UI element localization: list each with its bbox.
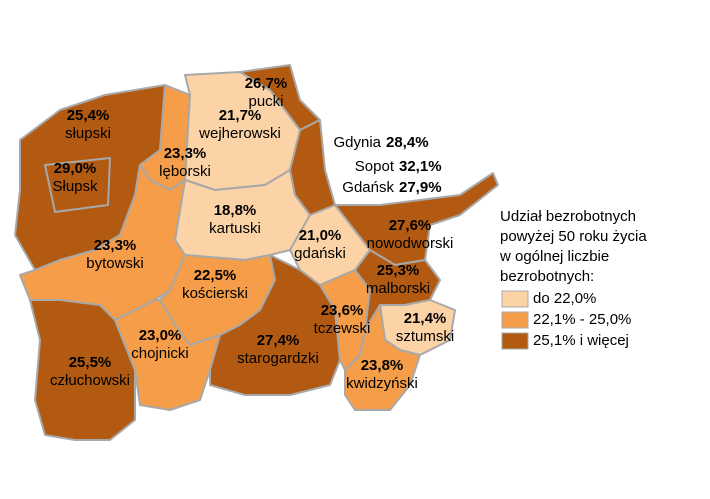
region-value: 25,3% (377, 262, 420, 279)
region-name: nowodworski (367, 235, 454, 252)
region-value: 23,3% (94, 237, 137, 254)
region-value: 22,5% (194, 267, 237, 284)
region-value: 29,0% (54, 160, 97, 177)
city-name: Gdynia (333, 134, 381, 151)
legend-label: do 22,0% (533, 290, 596, 307)
region-name: wejherowski (198, 125, 281, 142)
region-name: kwidzyński (346, 375, 418, 392)
region-value: 26,7% (245, 75, 288, 92)
region-value: 27,4% (257, 332, 300, 349)
region (44, 157, 111, 213)
legend-title: bezrobotnych: (500, 268, 594, 285)
region-name: pucki (248, 93, 283, 110)
region (29, 299, 136, 441)
region-value: 23,6% (321, 302, 364, 319)
region-value: 21,4% (404, 310, 447, 327)
region-name: starogardzki (237, 350, 319, 367)
city-name: Gdańsk (342, 179, 394, 196)
legend-swatch (501, 332, 529, 350)
city-value: 28,4% (386, 134, 429, 151)
region-value: 23,8% (361, 357, 404, 374)
legend-title: Udział bezrobotnych (500, 208, 636, 225)
region-name: sztumski (396, 328, 454, 345)
region-name: lęborski (159, 163, 211, 180)
region-name: Słupsk (52, 178, 98, 195)
region-value: 25,4% (67, 107, 110, 124)
region-name: słupski (65, 125, 111, 142)
region-value: 23,0% (139, 327, 182, 344)
legend-title: powyżej 50 roku życia (500, 228, 647, 245)
region-value: 21,0% (299, 227, 342, 244)
region-value: 25,5% (69, 354, 112, 371)
region-value: 23,3% (164, 145, 207, 162)
region (344, 304, 421, 411)
region-value: 21,7% (219, 107, 262, 124)
region-value: 27,6% (389, 217, 432, 234)
region-name: kartuski (209, 220, 261, 237)
region-name: chojnicki (131, 345, 189, 362)
legend-title: w ogólnej liczbie (499, 248, 609, 265)
region (19, 164, 186, 321)
trojmiasto (289, 119, 336, 216)
legend-swatch (501, 311, 529, 329)
city-value: 32,1% (399, 158, 442, 175)
legend-label: 25,1% i więcej (533, 332, 629, 349)
region-name: gdański (294, 245, 346, 262)
legend-label: 22,1% - 25,0% (533, 311, 631, 328)
region-value: 18,8% (214, 202, 257, 219)
region-name: tczewski (314, 320, 371, 337)
city-value: 27,9% (399, 179, 442, 196)
region-name: kościerski (182, 285, 248, 302)
legend-swatch (501, 290, 529, 308)
region-name: człuchowski (50, 372, 130, 389)
city-name: Sopot (355, 158, 395, 175)
region-name: malborski (366, 280, 430, 297)
region-name: bytowski (86, 255, 144, 272)
